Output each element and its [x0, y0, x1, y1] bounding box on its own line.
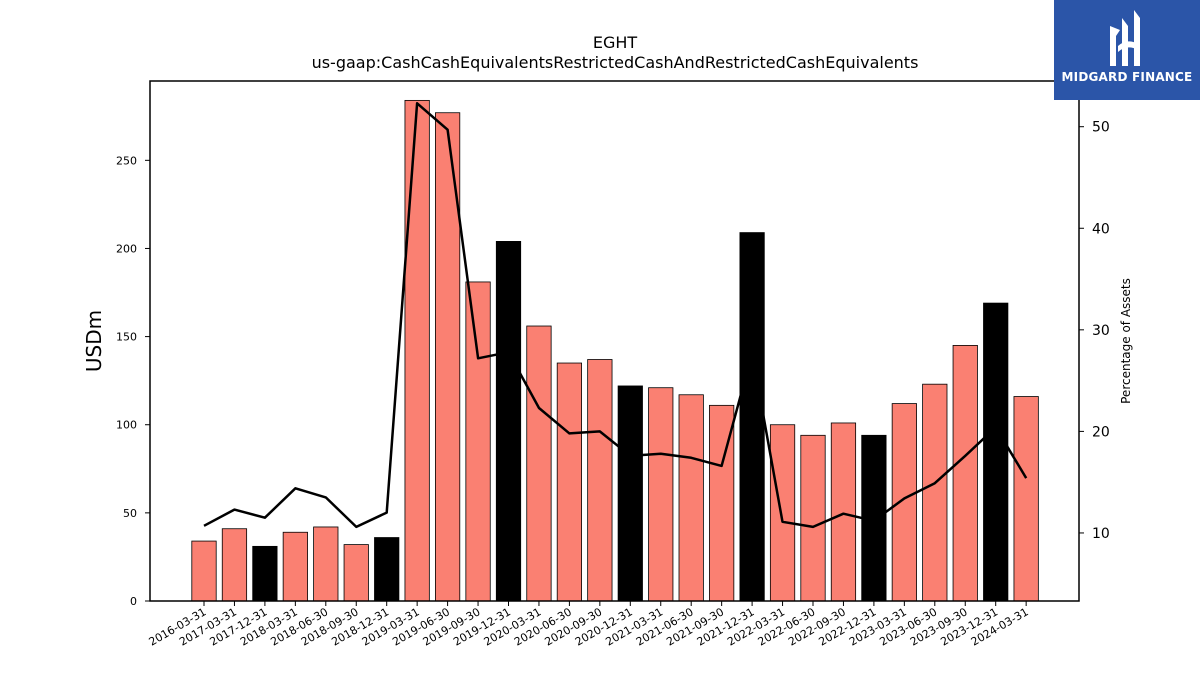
- bar: [1013, 396, 1039, 602]
- chart-subtitle: us-gaap:CashCashEquivalentsRestrictedCas…: [312, 53, 919, 72]
- bar-group: [191, 99, 1039, 602]
- bar: [678, 394, 704, 602]
- bar: [769, 424, 796, 602]
- y-tick-label: 100: [116, 419, 137, 432]
- y-tick-label: 150: [116, 331, 137, 344]
- left-y-axis: 0 50 100 150 200 250: [116, 154, 150, 608]
- percentage-line: [203, 102, 1028, 529]
- bar: [891, 403, 917, 602]
- bar: [587, 359, 613, 602]
- bar: [374, 537, 400, 602]
- bar: [648, 387, 674, 602]
- right-y-tick-label: 30: [1092, 323, 1110, 339]
- right-y-tick-label: 40: [1092, 221, 1110, 237]
- bar: [922, 383, 948, 602]
- bar: [556, 362, 583, 602]
- bar: [343, 544, 369, 602]
- right-y-tick-label: 20: [1092, 424, 1110, 440]
- bar: [191, 540, 217, 602]
- right-y-tick-label: 50: [1092, 120, 1110, 136]
- midgard-logo-icon: [1110, 10, 1140, 66]
- bar: [282, 531, 308, 602]
- bar: [404, 99, 430, 602]
- bar: [252, 545, 278, 602]
- bar: [221, 528, 248, 602]
- bar: [983, 302, 1009, 602]
- bar: [465, 281, 491, 602]
- bar: [526, 325, 552, 602]
- y-tick-label: 200: [116, 242, 137, 255]
- bar: [617, 385, 643, 602]
- y-axis-label: USDm: [82, 310, 106, 372]
- plot-frame: [149, 80, 1080, 602]
- y-tick-label: 50: [123, 507, 137, 520]
- y-tick-label: 250: [116, 154, 137, 167]
- bar: [313, 526, 339, 602]
- midgard-finance-logo: MIDGARD FINANCE: [1054, 0, 1200, 100]
- bar: [952, 345, 978, 602]
- right-y-axis: 10 20 30 40 50: [1079, 120, 1110, 542]
- bar: [800, 434, 826, 602]
- x-axis: 2016-03-312017-03-312017-12-312018-03-31…: [147, 601, 1031, 649]
- chart-title: EGHT: [593, 33, 638, 52]
- bar: [495, 241, 522, 602]
- logo-text: MIDGARD FINANCE: [1061, 70, 1193, 84]
- right-y-axis-label: Percentage of Assets: [1119, 278, 1133, 404]
- line-series-group: [203, 102, 1028, 529]
- right-y-tick-label: 10: [1092, 526, 1110, 542]
- bar: [830, 422, 857, 602]
- y-tick-label: 0: [130, 595, 137, 608]
- bar: [739, 232, 765, 602]
